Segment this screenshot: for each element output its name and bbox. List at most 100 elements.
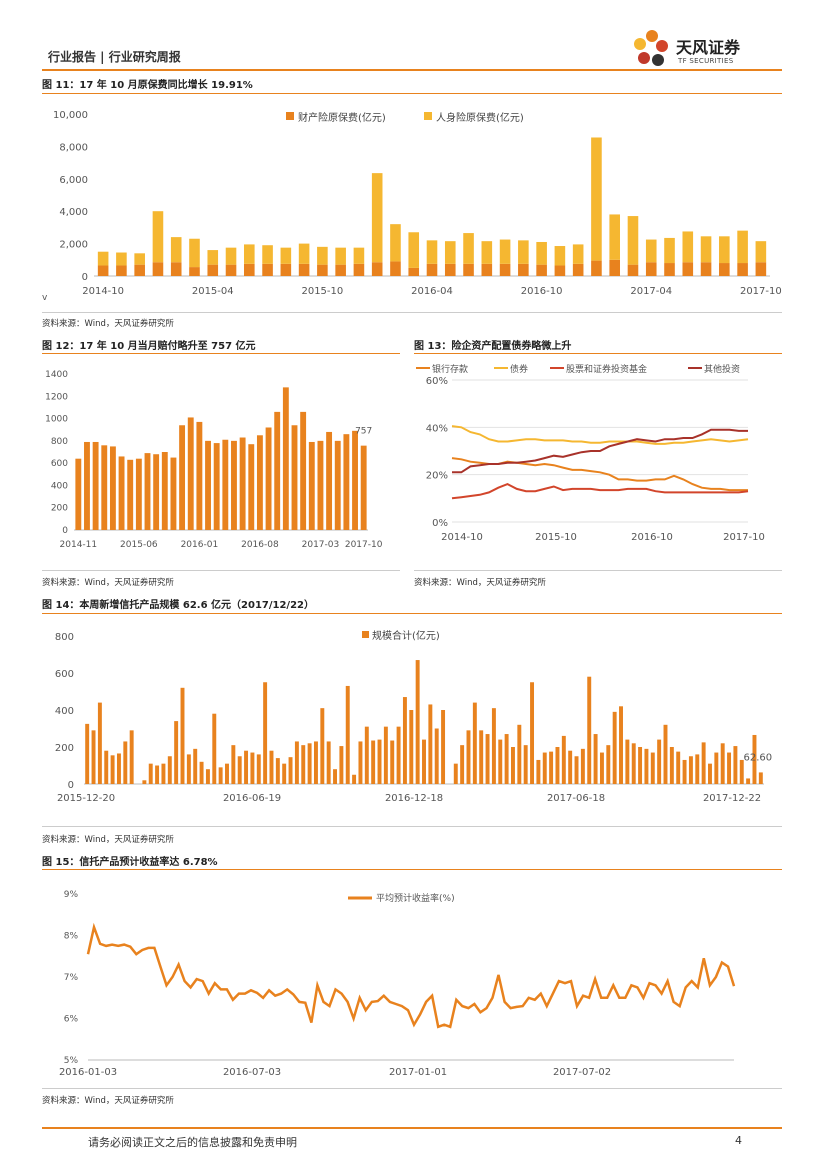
bar-weekly-trust-scale: [511, 747, 515, 784]
x-tick-label: 2017-06-18: [547, 793, 605, 804]
bar-monthly-claims: [92, 441, 99, 530]
y-tick-label: 7%: [64, 973, 79, 983]
bar-property-premium: [408, 267, 420, 276]
x-tick-label: 2017-07-02: [553, 1067, 611, 1078]
legend-label-property: 财产险原保费(亿元): [298, 111, 386, 124]
line-bonds: [451, 425, 749, 445]
legend-label: 规模合计(亿元): [372, 629, 440, 642]
y-tick-label: 5%: [64, 1056, 79, 1066]
bar-monthly-claims: [161, 452, 168, 530]
bar-weekly-trust-scale: [472, 702, 477, 784]
bar-weekly-trust-scale: [313, 741, 318, 784]
x-tick-label: 2016-07-03: [223, 1067, 281, 1078]
y-tick-label: 1000: [45, 415, 68, 425]
bar-life-premium: [536, 241, 547, 265]
bar-weekly-trust-scale: [129, 730, 134, 784]
bar-weekly-trust-scale: [110, 755, 115, 784]
legend-swatch-life: [424, 112, 432, 120]
figure-12-divider: [42, 353, 400, 354]
page-number: 4: [735, 1134, 742, 1147]
bar-property-premium: [444, 263, 456, 276]
bar-weekly-trust-scale: [727, 752, 732, 784]
bar-life-premium: [152, 211, 164, 263]
bar-property-premium: [572, 263, 584, 276]
legend-label: 银行存款: [432, 363, 468, 375]
bar-weekly-trust-scale: [282, 763, 287, 784]
last-value-label: 62.60: [744, 752, 773, 763]
bar-life-premium: [444, 241, 456, 264]
bar-property-premium: [207, 264, 219, 276]
bar-life-premium: [591, 137, 602, 261]
y-tick-label: 20%: [426, 471, 448, 482]
bar-monthly-claims: [84, 441, 90, 530]
figure-11-title: 图 11：17 年 10 月原保费同比增长 19.91%: [42, 80, 253, 91]
bar-life-premium: [463, 233, 474, 264]
bar-weekly-trust-scale: [104, 750, 109, 784]
bar-weekly-trust-scale: [498, 739, 503, 784]
bar-property-premium: [152, 262, 164, 276]
bar-weekly-trust-scale: [85, 723, 90, 784]
bar-property-premium: [426, 263, 438, 276]
figure-13-source: 资料来源：Wind，天风证券研究所: [414, 578, 546, 588]
bar-weekly-trust-scale: [186, 754, 191, 784]
report-type-label: 行业报告 | 行业研究周报: [48, 50, 181, 64]
bar-monthly-claims: [231, 440, 237, 530]
bar-weekly-trust-scale: [364, 726, 369, 784]
bar-weekly-trust-scale: [631, 743, 636, 784]
bar-monthly-claims: [187, 417, 194, 530]
x-tick-label: 2015-04: [192, 286, 234, 297]
bar-weekly-trust-scale: [161, 763, 166, 784]
bar-weekly-trust-scale: [650, 752, 655, 784]
bar-property-premium: [353, 263, 365, 276]
y-tick-label: 0: [82, 272, 88, 283]
bar-monthly-claims: [300, 411, 307, 530]
bar-life-premium: [335, 247, 346, 265]
y-tick-label: 9%: [64, 890, 79, 900]
bar-weekly-trust-scale: [345, 685, 350, 784]
bar-life-premium: [262, 245, 273, 264]
bar-life-premium: [499, 239, 511, 264]
bar-life-premium: [682, 231, 694, 263]
bar-life-premium: [97, 251, 109, 266]
y-tick-label: 0: [62, 526, 68, 536]
bar-weekly-trust-scale: [269, 750, 274, 784]
bar-property-premium: [225, 264, 237, 276]
figure-12-title: 图 12：17 年 10 月当月赔付略升至 757 亿元: [42, 341, 256, 352]
bar-property-premium: [97, 265, 109, 276]
figure-14-bottom-line: [42, 826, 782, 827]
bar-monthly-claims: [135, 458, 142, 530]
bar-weekly-trust-scale: [555, 747, 560, 784]
x-tick-label: 2016-06-19: [223, 793, 281, 804]
bar-weekly-trust-scale: [148, 763, 153, 784]
x-tick-label: 2015-10: [301, 286, 343, 297]
bar-life-premium: [719, 236, 730, 264]
bar-weekly-trust-scale: [333, 769, 337, 784]
bar-weekly-trust-scale: [339, 746, 344, 784]
x-tick-label: 2016-12-18: [385, 793, 443, 804]
bar-life-premium: [426, 240, 438, 264]
bar-life-premium: [207, 250, 219, 265]
bar-monthly-claims: [265, 427, 272, 530]
bar-weekly-trust-scale: [434, 728, 439, 784]
figure-12-source: 资料来源：Wind，天风证券研究所: [42, 578, 174, 588]
bar-weekly-trust-scale: [225, 763, 229, 784]
trust-yield-line-chart: 9% 8% 7% 6% 5%2016-01-03 2016-07-03 2017-01-01…: [59, 890, 736, 1078]
figure-15-divider: [42, 869, 782, 870]
bar-weekly-trust-scale: [599, 752, 604, 784]
x-tick-label: 2015-12-20: [57, 793, 115, 804]
bar-monthly-claims: [282, 387, 289, 530]
bar-property-premium: [591, 260, 602, 276]
bar-weekly-trust-scale: [453, 763, 458, 784]
bar-monthly-claims: [248, 444, 255, 530]
bar-weekly-trust-scale: [695, 754, 700, 784]
bar-monthly-claims: [291, 425, 298, 530]
figure-14-divider: [42, 613, 782, 614]
bar-weekly-trust-scale: [530, 682, 535, 784]
bar-monthly-claims: [101, 445, 108, 530]
y-tick-label: 0: [68, 780, 74, 791]
premium-stacked-bar-chart: 10,000 8,000 6,000 4,000 2,000 0 2014-10 2015-0…: [42, 110, 782, 303]
x-tick-label: 2017-10: [345, 540, 383, 550]
bar-property-premium: [700, 262, 712, 276]
bar-monthly-claims: [205, 440, 211, 530]
y-tick-label: 800: [55, 632, 74, 643]
